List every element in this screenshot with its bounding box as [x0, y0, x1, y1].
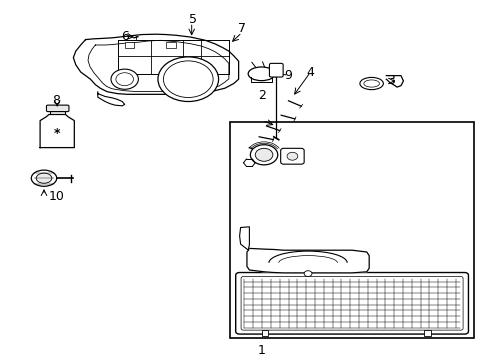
Circle shape	[158, 57, 218, 102]
Text: 6: 6	[121, 30, 128, 42]
FancyBboxPatch shape	[241, 276, 462, 330]
Ellipse shape	[248, 67, 274, 81]
Bar	[124, 42, 134, 48]
Ellipse shape	[359, 77, 383, 90]
Text: 5: 5	[189, 13, 197, 26]
Bar	[424, 330, 430, 336]
Ellipse shape	[31, 170, 57, 186]
FancyBboxPatch shape	[46, 105, 69, 112]
FancyBboxPatch shape	[269, 63, 283, 77]
Circle shape	[255, 148, 272, 161]
Text: 4: 4	[306, 66, 314, 78]
Ellipse shape	[36, 173, 52, 183]
Bar	[166, 42, 176, 48]
FancyBboxPatch shape	[235, 273, 468, 334]
Circle shape	[250, 145, 277, 165]
Polygon shape	[246, 248, 368, 273]
Text: 8: 8	[52, 94, 60, 107]
Text: 3: 3	[386, 75, 394, 87]
Text: 1: 1	[257, 345, 265, 357]
Circle shape	[116, 73, 133, 86]
Bar	[261, 330, 268, 336]
Circle shape	[163, 61, 213, 98]
Text: 10: 10	[48, 190, 64, 203]
Bar	[229, 122, 473, 338]
Text: 2: 2	[257, 89, 265, 102]
FancyBboxPatch shape	[280, 148, 304, 164]
Text: 7: 7	[238, 22, 245, 35]
Circle shape	[111, 69, 138, 89]
Text: *: *	[54, 127, 61, 140]
Ellipse shape	[363, 80, 379, 87]
Polygon shape	[40, 114, 74, 148]
Circle shape	[304, 271, 311, 276]
Text: 9: 9	[284, 69, 292, 82]
Circle shape	[286, 152, 297, 160]
Polygon shape	[239, 227, 249, 250]
